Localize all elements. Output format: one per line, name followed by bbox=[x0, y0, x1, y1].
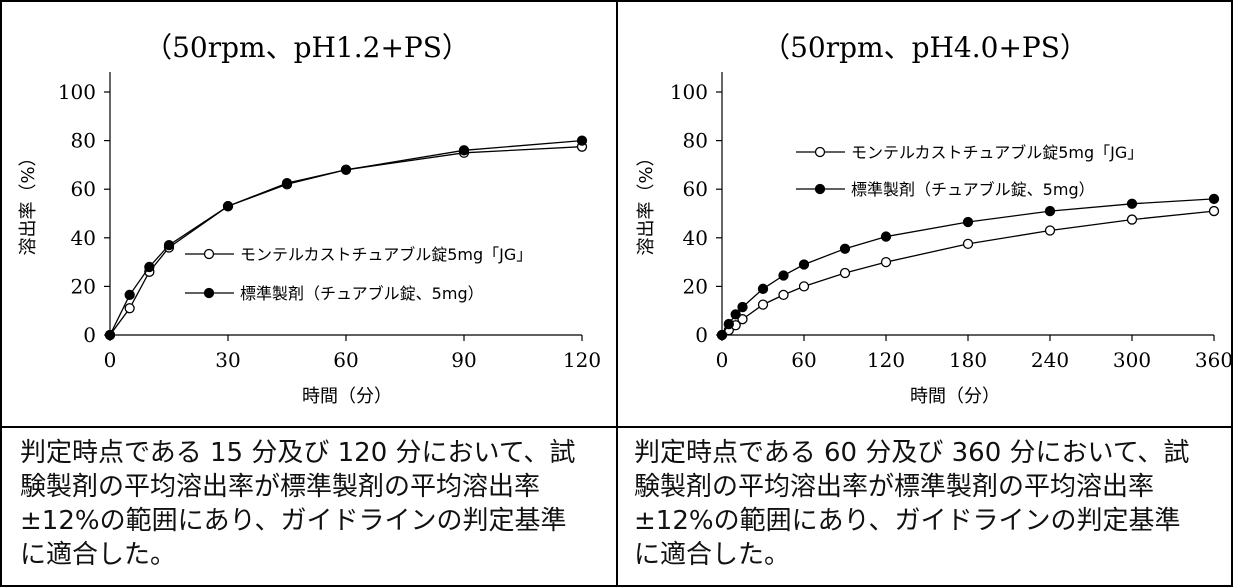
y-tick-label: 80 bbox=[71, 129, 96, 153]
series-line-0 bbox=[721, 210, 1215, 336]
data-point bbox=[778, 289, 789, 301]
x-tick-label: 30 bbox=[215, 348, 240, 372]
data-point bbox=[730, 309, 741, 320]
judgement-line: 判定時点である 60 分及び 360 分において、試 bbox=[634, 438, 1190, 468]
legend-reference-label: 標準製剤（チュアブル錠、5mg） bbox=[240, 284, 484, 303]
data-point bbox=[1126, 198, 1138, 209]
y-tick-label: 60 bbox=[683, 177, 708, 201]
x-tick-label: 240 bbox=[1031, 348, 1069, 372]
data-point bbox=[962, 216, 974, 228]
judgement-line: ±12%の範囲にあり、ガイドラインの判定基準 bbox=[634, 506, 1181, 536]
judgement-line: に適合した。 bbox=[20, 540, 177, 570]
data-point bbox=[839, 267, 851, 279]
data-point bbox=[458, 145, 470, 156]
legend-test-marker bbox=[814, 146, 826, 158]
y-tick-label: 20 bbox=[71, 274, 96, 298]
legend-reference-marker bbox=[203, 287, 215, 299]
x-tick-label: 180 bbox=[949, 348, 987, 372]
x-axis-label: 時間（分） bbox=[910, 386, 1000, 407]
plot-area: 0 20 40 60 80 100 0 60 120 180 240 300 360 bbox=[670, 72, 1231, 372]
judgement-line: 判定時点である 15 分及び 120 分において、試 bbox=[20, 438, 576, 468]
data-point bbox=[104, 329, 116, 341]
data-point bbox=[778, 270, 789, 281]
y-axis-label: 溶出率（%） bbox=[636, 148, 657, 255]
judgement-line: 験製剤の平均溶出率が標準製剤の平均溶出率 bbox=[20, 472, 541, 502]
y-tick-label: 100 bbox=[670, 80, 708, 104]
data-point bbox=[880, 256, 892, 268]
dissolution-chart-ph4-0: （50rpm、pH4.0+PS） 溶出率（%） 時間（分） 0 20 40 60 80 1… bbox=[636, 31, 1231, 407]
y-axis-label: 溶出率（%） bbox=[18, 148, 39, 255]
y-tick-label: 40 bbox=[683, 226, 708, 250]
legend: モンテルカストチュアブル錠5mg「JG」 標準製剤（チュアブル錠、5mg） bbox=[185, 245, 532, 303]
table-divider-vertical bbox=[616, 0, 618, 587]
x-tick-label: 360 bbox=[1195, 348, 1231, 372]
x-tick-label: 0 bbox=[716, 348, 729, 372]
legend-test-label: モンテルカストチュアブル錠5mg「JG」 bbox=[851, 143, 1143, 162]
plot-area: 0 20 40 60 80 100 0 30 60 90 120 bbox=[58, 72, 601, 372]
y-axis-label-text: 溶出率（%） bbox=[636, 148, 657, 255]
data-point bbox=[737, 314, 748, 325]
judgement-text-left: 判定時点である 15 分及び 120 分において、試 験製剤の平均溶出率が標準製… bbox=[20, 436, 610, 572]
judgement-line: ±12%の範囲にあり、ガイドラインの判定基準 bbox=[20, 506, 567, 536]
x-tick-label: 90 bbox=[451, 348, 476, 372]
data-point bbox=[576, 135, 588, 146]
data-point bbox=[124, 303, 135, 314]
y-tick-label: 100 bbox=[58, 80, 96, 104]
y-tick-label: 0 bbox=[83, 323, 96, 347]
x-axis-label: 時間（分） bbox=[302, 386, 392, 407]
judgement-line: に適合した。 bbox=[634, 540, 791, 570]
y-tick-label: 80 bbox=[683, 129, 708, 153]
chart-title: （50rpm、pH4.0+PS） bbox=[762, 31, 1088, 64]
data-point bbox=[798, 281, 810, 292]
data-point bbox=[1208, 193, 1220, 205]
chart-title: （50rpm、pH1.2+PS） bbox=[144, 31, 470, 64]
data-point bbox=[124, 289, 135, 301]
data-point bbox=[281, 177, 293, 189]
data-point bbox=[1044, 225, 1056, 236]
data-point bbox=[1126, 214, 1138, 225]
y-tick-label: 40 bbox=[71, 226, 96, 250]
x-tick-label: 120 bbox=[563, 348, 601, 372]
y-axis-label-text: 溶出率（%） bbox=[18, 148, 39, 255]
table-border-left bbox=[0, 0, 2, 587]
legend-test-marker bbox=[203, 248, 215, 260]
data-point bbox=[222, 201, 234, 212]
x-tick-label: 60 bbox=[791, 348, 816, 372]
series-line-0 bbox=[109, 146, 583, 336]
judgement-line: 験製剤の平均溶出率が標準製剤の平均溶出率 bbox=[634, 472, 1155, 502]
data-point bbox=[1208, 205, 1220, 217]
data-point bbox=[757, 299, 769, 310]
judgement-text-right: 判定時点である 60 分及び 360 分において、試 験製剤の平均溶出率が標準製… bbox=[634, 436, 1224, 572]
x-tick-label: 0 bbox=[104, 348, 117, 372]
data-point bbox=[880, 231, 892, 242]
data-point bbox=[144, 261, 155, 273]
data-point bbox=[723, 318, 734, 330]
data-point bbox=[340, 164, 352, 175]
data-point bbox=[1044, 205, 1056, 217]
data-point bbox=[839, 243, 851, 254]
y-tick-label: 0 bbox=[695, 323, 708, 347]
legend-reference-label: 標準製剤（チュアブル錠、5mg） bbox=[851, 180, 1095, 199]
x-tick-label: 60 bbox=[333, 348, 358, 372]
table-divider-horizontal bbox=[0, 426, 1233, 428]
legend: モンテルカストチュアブル錠5mg「JG」 標準製剤（チュアブル錠、5mg） bbox=[796, 143, 1143, 199]
legend-reference-marker bbox=[814, 183, 826, 195]
data-point bbox=[737, 301, 748, 313]
x-tick-label: 120 bbox=[867, 348, 905, 372]
y-tick-label: 20 bbox=[683, 274, 708, 298]
dissolution-chart-ph1-2: （50rpm、pH1.2+PS） 溶出率（%） 時間（分） 0 20 40 60 80 1… bbox=[18, 31, 601, 407]
data-point bbox=[962, 238, 974, 250]
data-point bbox=[798, 259, 810, 270]
legend-test-label: モンテルカストチュアブル錠5mg「JG」 bbox=[240, 245, 532, 264]
table-border-right bbox=[1231, 0, 1233, 587]
data-point bbox=[757, 283, 769, 294]
data-point bbox=[163, 239, 175, 251]
data-point bbox=[716, 329, 728, 341]
y-tick-label: 60 bbox=[71, 177, 96, 201]
x-tick-label: 300 bbox=[1113, 348, 1151, 372]
